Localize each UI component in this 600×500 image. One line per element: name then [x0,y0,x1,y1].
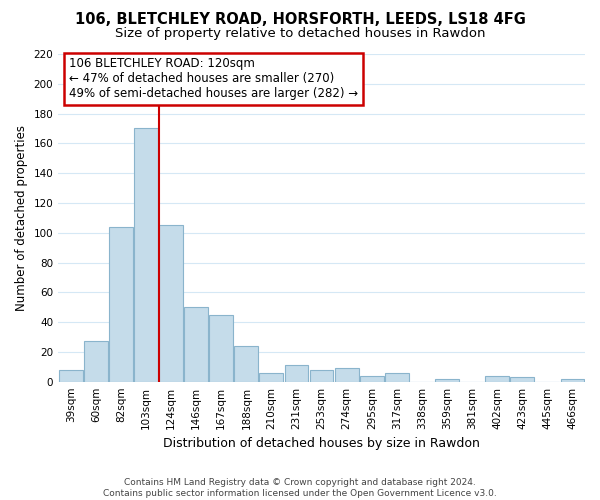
Bar [335,368,359,382]
Bar [134,128,158,382]
Bar [235,346,258,382]
Bar [511,377,534,382]
X-axis label: Distribution of detached houses by size in Rawdon: Distribution of detached houses by size … [163,437,480,450]
Bar [59,370,83,382]
Bar [84,342,108,382]
Bar [109,227,133,382]
Bar [310,370,334,382]
Text: 106 BLETCHLEY ROAD: 120sqm
← 47% of detached houses are smaller (270)
49% of sem: 106 BLETCHLEY ROAD: 120sqm ← 47% of deta… [69,58,358,100]
Bar [209,314,233,382]
Y-axis label: Number of detached properties: Number of detached properties [15,125,28,311]
Bar [159,226,183,382]
Text: Size of property relative to detached houses in Rawdon: Size of property relative to detached ho… [115,28,485,40]
Text: 106, BLETCHLEY ROAD, HORSFORTH, LEEDS, LS18 4FG: 106, BLETCHLEY ROAD, HORSFORTH, LEEDS, L… [74,12,526,28]
Bar [360,376,383,382]
Bar [385,372,409,382]
Bar [435,378,459,382]
Bar [485,376,509,382]
Bar [184,307,208,382]
Bar [259,372,283,382]
Text: Contains HM Land Registry data © Crown copyright and database right 2024.
Contai: Contains HM Land Registry data © Crown c… [103,478,497,498]
Bar [560,378,584,382]
Bar [284,366,308,382]
